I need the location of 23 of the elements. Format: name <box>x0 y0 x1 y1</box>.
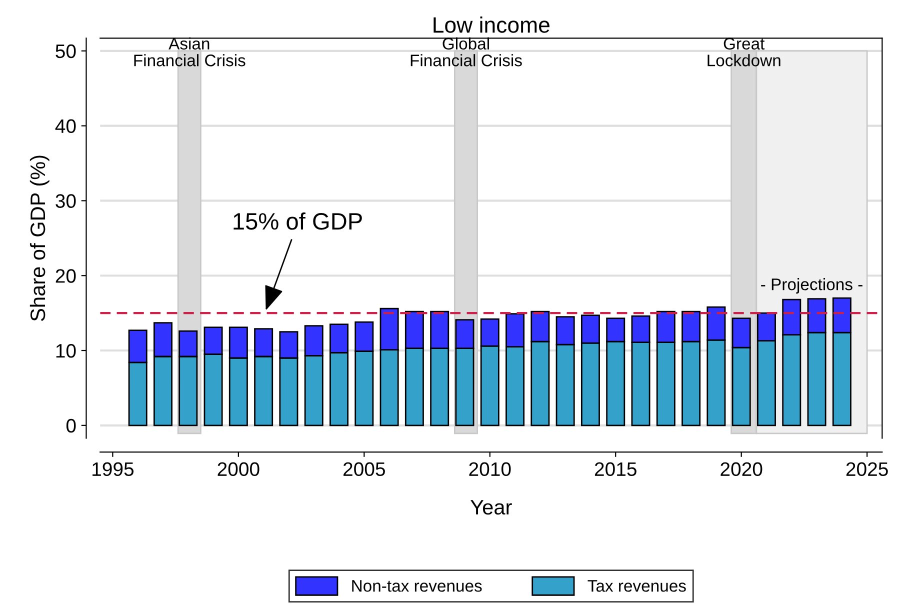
x-tick-label: 1995 <box>92 462 134 476</box>
y-axis-title: Share of GDP (%) <box>30 156 50 321</box>
band-label: Asian Financial Crisis <box>134 37 246 66</box>
y-tick-label: 50 <box>56 44 76 58</box>
chart-title: Low income <box>434 16 550 33</box>
x-tick-label: 2005 <box>344 462 385 476</box>
x-tick-label: 2015 <box>594 462 636 476</box>
x-tick-label: 2010 <box>469 462 511 476</box>
x-tick-label: 2025 <box>846 462 888 476</box>
y-tick-label: 40 <box>55 119 76 134</box>
y-tick-label: 10 <box>56 344 76 358</box>
legend-label: Non-tax revenues <box>352 580 482 592</box>
legend-label: Tax revenues <box>588 580 686 592</box>
y-tick-label: 20 <box>56 269 76 283</box>
band-label: Great Lockdown <box>708 38 780 66</box>
x-tick-label: 2020 <box>720 462 762 476</box>
y-tick-label: 30 <box>56 194 76 208</box>
annotation: 15% of GDP <box>234 212 362 230</box>
x-tick-label: 2000 <box>218 462 260 476</box>
y-tick-label: 0 <box>66 418 76 433</box>
x-axis-title: Year <box>470 500 512 515</box>
band-label: Global Financial Crisis <box>410 37 522 66</box>
band-label: - Projections - <box>761 278 862 294</box>
